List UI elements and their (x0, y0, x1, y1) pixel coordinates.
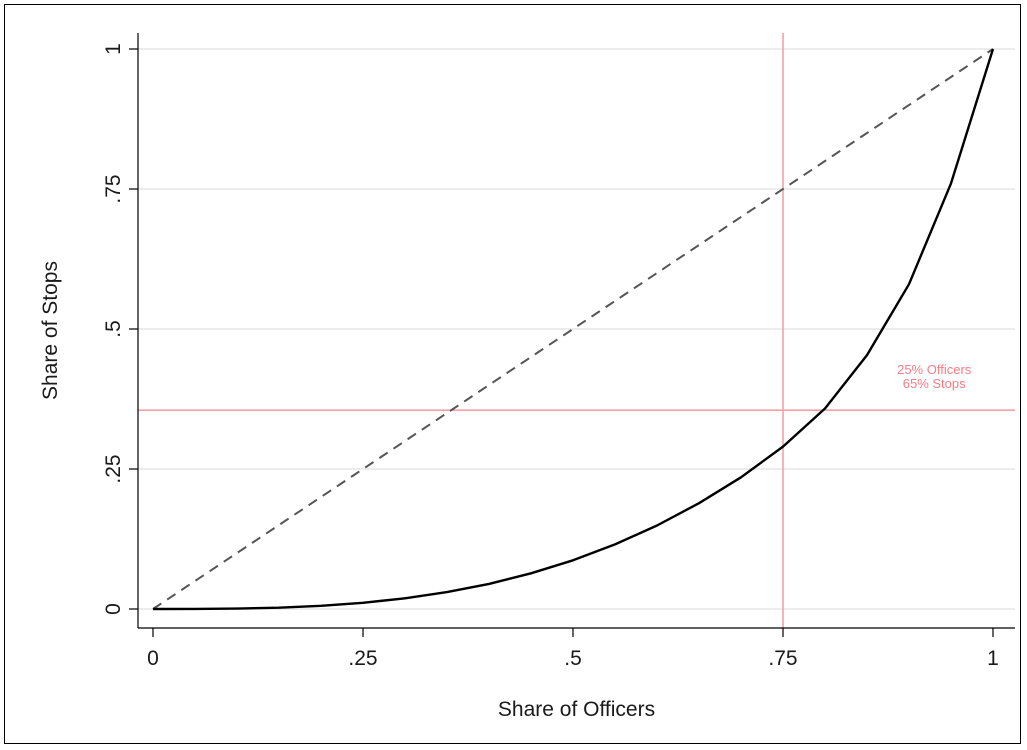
ticks-layer: 0 .25 .5 .75 1 0 .25 .5 .75 1 (102, 43, 999, 670)
y-tick-label-2: .5 (102, 320, 125, 338)
grid-layer (138, 48, 1015, 610)
reference-lines (138, 33, 1015, 628)
x-axis-title: Share of Officers (498, 698, 655, 721)
axes-layer (137, 33, 1015, 629)
lorenz-chart: 0 .25 .5 .75 1 0 .25 .5 .75 1 Share of Officers S… (39, 33, 1015, 721)
annotation-line-1: 65% Stops (903, 376, 966, 391)
y-tick-label-0: 0 (102, 603, 125, 615)
equality-line-dashed (152, 48, 994, 610)
x-tick-label-2: .5 (564, 647, 582, 670)
annotation-0: 25% Officers 65% Stops (897, 362, 972, 391)
series-layer (152, 48, 995, 611)
annotations-layer: 25% Officers 65% Stops (897, 362, 972, 391)
x-tick-label-3: .75 (768, 647, 797, 670)
x-tick-label-4: 1 (987, 647, 999, 670)
x-tick-label-1: .25 (348, 647, 377, 670)
annotation-line-0: 25% Officers (897, 362, 972, 377)
x-tick-label-0: 0 (147, 647, 159, 670)
y-axis-title: Share of Stops (39, 261, 62, 400)
y-tick-label-4: 1 (102, 43, 125, 55)
lorenz-curve (152, 48, 995, 611)
chart-figure: 0 .25 .5 .75 1 0 .25 .5 .75 1 Share of Officers S… (4, 4, 1021, 744)
y-tick-label-1: .25 (102, 454, 125, 483)
y-tick-label-3: .75 (102, 174, 125, 203)
